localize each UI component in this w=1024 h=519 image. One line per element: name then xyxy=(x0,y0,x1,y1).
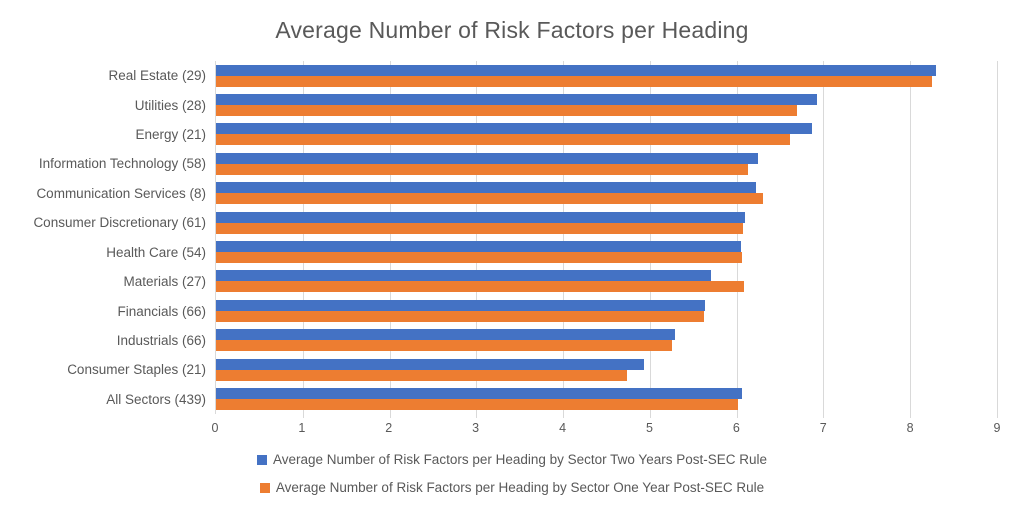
category-label: Industrials (66) xyxy=(116,333,206,348)
category-label: Communication Services (8) xyxy=(36,185,206,201)
gridline xyxy=(302,61,304,418)
bar-row xyxy=(216,296,997,325)
bar-one-year-post xyxy=(216,163,748,175)
bar-one-year-post xyxy=(216,281,744,293)
x-axis-ticks: 0 1 2 3 4 5 6 7 8 9 xyxy=(211,414,1001,440)
x-tick-label: 5 xyxy=(645,421,653,435)
bar-two-years-post xyxy=(216,94,818,106)
gridline xyxy=(736,61,738,418)
category-label: Energy (21) xyxy=(135,127,206,143)
category-label: All Sectors (439) xyxy=(106,391,206,407)
bar-one-year-post xyxy=(216,222,743,234)
legend: Average Number of Risk Factors per Headi… xyxy=(0,450,1024,497)
category-label: Health Care (54) xyxy=(106,244,206,260)
x-tick-label: 2 xyxy=(385,421,393,435)
bar-row xyxy=(216,208,997,237)
bar-one-year-post xyxy=(216,75,932,87)
category-label: Materials (27) xyxy=(123,274,206,290)
bar-two-years-post xyxy=(216,123,813,135)
x-tick-label: 9 xyxy=(993,421,1001,435)
category-labels: Real Estate (29) Utilities (28) Energy (21… xyxy=(0,61,215,414)
category-label: Utilities (28) xyxy=(134,97,206,113)
bar-two-years-post xyxy=(216,358,644,370)
gridline xyxy=(910,61,912,418)
bar-row xyxy=(216,237,997,266)
legend-item-one-year: Average Number of Risk Factors per Headi… xyxy=(259,478,765,497)
x-tick-label: 1 xyxy=(298,421,306,435)
gridline xyxy=(476,61,478,418)
chart-title: Average Number of Risk Factors per Headi… xyxy=(275,17,749,43)
bar-one-year-post xyxy=(216,252,742,264)
gridline xyxy=(997,61,998,418)
bar-row xyxy=(216,384,997,413)
bar-two-years-post xyxy=(216,387,742,399)
plot-area xyxy=(215,61,998,418)
bar-row xyxy=(216,120,997,149)
bar-two-years-post xyxy=(216,241,741,253)
bar-two-years-post xyxy=(216,299,706,311)
category-label: Consumer Discretionary (61) xyxy=(33,215,206,231)
x-tick-label: 3 xyxy=(472,421,480,435)
bar-two-years-post xyxy=(216,64,937,76)
bar-two-years-post xyxy=(216,211,746,223)
category-label: Real Estate (29) xyxy=(108,68,206,84)
x-tick-label: 7 xyxy=(819,421,827,435)
bar-one-year-post xyxy=(216,105,798,117)
bar-two-years-post xyxy=(216,152,759,164)
legend-label-one-year: Average Number of Risk Factors per Headi… xyxy=(275,480,765,495)
bar-one-year-post xyxy=(216,193,763,205)
chart-body: Real Estate (29) Utilities (28) Energy (21… xyxy=(0,61,1024,418)
bar-one-year-post xyxy=(216,310,704,322)
category-label: Information Technology (58) xyxy=(38,156,206,172)
bar-one-year-post xyxy=(216,340,672,352)
bar-two-years-post xyxy=(216,329,676,341)
legend-label-two-years: Average Number of Risk Factors per Headi… xyxy=(273,452,767,467)
legend-swatch-two-years-icon xyxy=(257,454,267,465)
bar-row xyxy=(216,179,997,208)
gridline xyxy=(823,61,825,418)
bar-row xyxy=(216,90,997,119)
legend-swatch-one-year-icon xyxy=(259,482,270,493)
bar-row xyxy=(216,355,997,384)
x-tick-label: 4 xyxy=(559,421,567,435)
bar-row xyxy=(216,149,997,178)
bar-two-years-post xyxy=(216,270,711,282)
x-tick-label: 6 xyxy=(732,421,740,435)
bar-row xyxy=(216,326,997,355)
legend-item-two-years: Average Number of Risk Factors per Headi… xyxy=(257,450,767,469)
bar-one-year-post xyxy=(216,398,739,410)
category-label: Financials (66) xyxy=(117,303,206,319)
bar-one-year-post xyxy=(216,134,791,146)
gridline xyxy=(389,61,391,418)
gridline xyxy=(563,61,565,418)
category-label: Consumer Staples (21) xyxy=(67,362,206,378)
bar-row xyxy=(216,61,997,90)
x-tick-label: 8 xyxy=(906,421,914,435)
gridline xyxy=(649,61,651,418)
x-tick-label: 0 xyxy=(211,421,219,435)
bar-two-years-post xyxy=(216,182,756,194)
bar-row xyxy=(216,267,997,296)
bar-one-year-post xyxy=(216,369,628,381)
